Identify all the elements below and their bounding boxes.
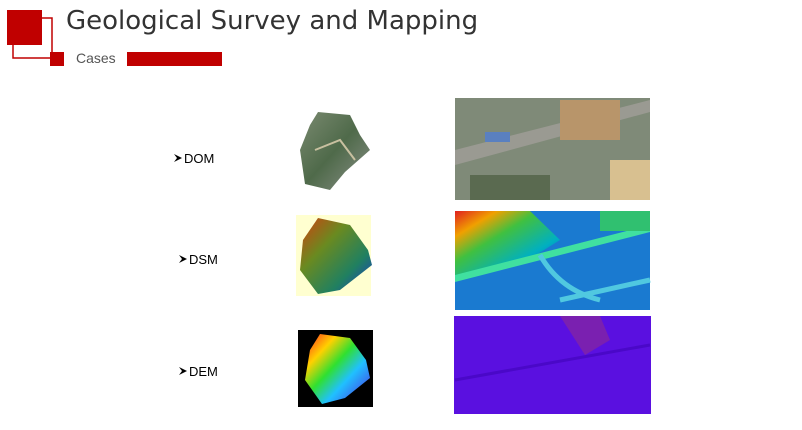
dom-road bbox=[314, 138, 356, 161]
item-label: DEM bbox=[189, 364, 218, 379]
dem-hill bbox=[560, 316, 610, 355]
subtitle-bar bbox=[127, 52, 222, 66]
dem-feature bbox=[454, 343, 651, 382]
dsm-thumbnail bbox=[300, 218, 372, 294]
dsm-trees bbox=[600, 211, 650, 231]
dom-building bbox=[485, 132, 510, 142]
logo-line bbox=[12, 45, 50, 59]
dsm-road bbox=[455, 225, 650, 282]
logo-square bbox=[7, 10, 42, 45]
dom-field bbox=[470, 175, 550, 200]
logo-line bbox=[42, 17, 53, 52]
subtitle: Cases bbox=[76, 50, 116, 66]
dsm-ramp bbox=[537, 253, 651, 303]
title: Geological Survey and Mapping bbox=[66, 6, 479, 36]
logo-square-small bbox=[50, 52, 64, 66]
bullet bbox=[174, 154, 182, 162]
dom-soil bbox=[560, 100, 620, 140]
dem-image bbox=[454, 316, 651, 414]
dom-sand bbox=[610, 160, 650, 200]
dem-thumbnail bbox=[305, 334, 370, 404]
bullet bbox=[179, 255, 187, 263]
dom-thumbnail bbox=[300, 112, 370, 190]
item-label: DSM bbox=[189, 252, 218, 267]
bullet bbox=[179, 367, 187, 375]
item-label: DOM bbox=[184, 151, 215, 166]
dsm-hill bbox=[455, 211, 560, 275]
